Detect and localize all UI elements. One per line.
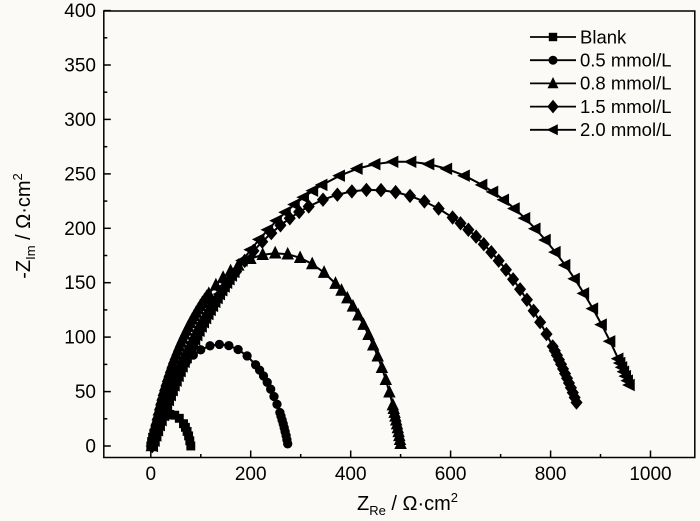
svg-text:250: 250 [64, 164, 96, 185]
svg-text:350: 350 [64, 56, 96, 77]
svg-text:0.8 mmol/L: 0.8 mmol/L [580, 73, 672, 94]
svg-text:400: 400 [335, 464, 367, 485]
svg-text:400: 400 [64, 1, 96, 22]
svg-text:-ZIm / Ω·cm2: -ZIm / Ω·cm2 [10, 173, 38, 279]
svg-text:200: 200 [235, 464, 267, 485]
svg-text:ZRe / Ω·cm2: ZRe / Ω·cm2 [357, 490, 458, 518]
svg-text:800: 800 [535, 464, 567, 485]
svg-text:150: 150 [64, 273, 96, 294]
svg-text:300: 300 [64, 110, 96, 131]
svg-text:0: 0 [146, 464, 157, 485]
svg-text:50: 50 [75, 382, 96, 403]
svg-text:0.5 mmol/L: 0.5 mmol/L [580, 50, 672, 71]
svg-text:1.5 mmol/L: 1.5 mmol/L [580, 96, 672, 117]
svg-text:100: 100 [64, 328, 96, 349]
svg-text:200: 200 [64, 219, 96, 240]
svg-text:0: 0 [85, 437, 96, 458]
svg-text:2.0 mmol/L: 2.0 mmol/L [580, 119, 672, 140]
svg-text:Blank: Blank [580, 26, 627, 47]
svg-text:600: 600 [435, 464, 467, 485]
svg-text:1000: 1000 [629, 464, 671, 485]
